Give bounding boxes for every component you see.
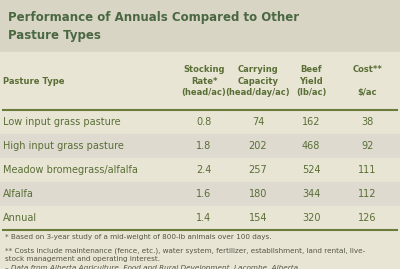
Bar <box>0 230 400 269</box>
Text: * Based on 3-year study of a mid-weight of 800-lb animals over 100 days.: * Based on 3-year study of a mid-weight … <box>5 234 272 240</box>
Text: 1.6: 1.6 <box>196 189 212 199</box>
Text: 154: 154 <box>249 213 267 223</box>
Text: 320: 320 <box>302 213 320 223</box>
Text: 180: 180 <box>249 189 267 199</box>
Text: High input grass pasture: High input grass pasture <box>3 141 124 151</box>
Bar <box>0 182 400 206</box>
Text: 0.8: 0.8 <box>196 117 212 127</box>
Text: – Data from Alberta Agriculture, Food and Rural Development, Lacombe, Alberta: – Data from Alberta Agriculture, Food an… <box>5 265 298 269</box>
Text: 2.4: 2.4 <box>196 165 212 175</box>
Text: 344: 344 <box>302 189 320 199</box>
Text: 74: 74 <box>252 117 264 127</box>
Bar <box>0 110 400 134</box>
Text: 257: 257 <box>249 165 267 175</box>
Bar <box>0 0 400 52</box>
Bar <box>0 134 400 158</box>
Text: Pasture Type: Pasture Type <box>3 76 65 86</box>
Text: Cost**

$/ac: Cost** $/ac <box>352 65 382 97</box>
Text: Annual: Annual <box>3 213 37 223</box>
Text: 112: 112 <box>358 189 376 199</box>
Text: 1.4: 1.4 <box>196 213 212 223</box>
Text: 38: 38 <box>361 117 373 127</box>
Text: ** Costs include maintenance (fence, etc.), water system, fertilizer, establishm: ** Costs include maintenance (fence, etc… <box>5 247 365 261</box>
Text: 92: 92 <box>361 141 373 151</box>
Text: 524: 524 <box>302 165 320 175</box>
Text: Meadow bromegrass/alfalfa: Meadow bromegrass/alfalfa <box>3 165 138 175</box>
Text: Alfalfa: Alfalfa <box>3 189 34 199</box>
Text: Beef
Yield
(lb/ac): Beef Yield (lb/ac) <box>296 65 326 97</box>
Text: 162: 162 <box>302 117 320 127</box>
Text: 1.8: 1.8 <box>196 141 212 151</box>
Bar <box>0 52 400 110</box>
Text: 126: 126 <box>358 213 376 223</box>
Text: Stocking
Rate*
(head/ac): Stocking Rate* (head/ac) <box>182 65 226 97</box>
Text: 202: 202 <box>249 141 267 151</box>
Text: Low input grass pasture: Low input grass pasture <box>3 117 121 127</box>
Text: 468: 468 <box>302 141 320 151</box>
Text: 111: 111 <box>358 165 376 175</box>
Bar <box>0 206 400 230</box>
Text: Carrying
Capacity
(head/day/ac): Carrying Capacity (head/day/ac) <box>226 65 290 97</box>
Bar <box>0 158 400 182</box>
Text: Performance of Annuals Compared to Other
Pasture Types: Performance of Annuals Compared to Other… <box>8 10 299 41</box>
